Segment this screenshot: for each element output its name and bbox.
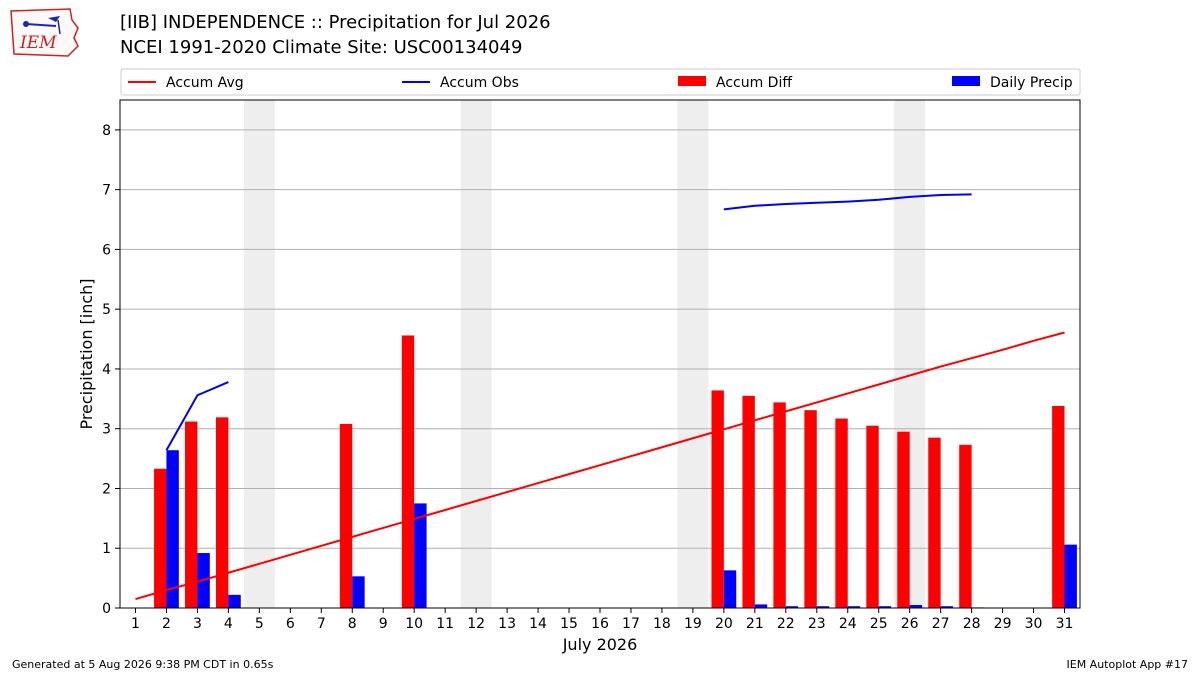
legend-label: Accum Obs [440,75,519,91]
daily-precip-bar [878,606,892,608]
accum-diff-bar [959,444,972,608]
legend-swatch-bar [678,76,706,86]
daily-precip-bar [816,606,830,608]
daily-precip-bar [352,576,365,608]
x-tick-label: 29 [994,616,1012,632]
logo-text: IEM [19,33,57,53]
weekend-shade [460,100,492,608]
generated-timestamp: Generated at 5 Aug 2026 9:38 PM CDT in 0… [12,658,274,671]
x-tick-label: 12 [467,616,485,632]
x-tick-label: 9 [379,616,388,632]
x-tick-label: 3 [193,616,202,632]
x-tick-label: 17 [622,616,640,632]
x-tick-label: 31 [1056,616,1074,632]
x-tick-label: 16 [591,616,609,632]
daily-precip-bar [785,606,799,608]
x-tick-label: 20 [715,616,733,632]
x-tick-label: 18 [653,616,671,632]
x-tick-label: 26 [901,616,919,632]
app-credit: IEM Autoplot App #17 [1066,658,1189,671]
accum-diff-bar [185,421,198,608]
y-tick-label: 3 [102,422,111,438]
x-tick-label: 13 [498,616,516,632]
x-tick-label: 22 [777,616,795,632]
daily-precip-bar [1064,544,1077,608]
legend-box [120,68,1081,96]
y-tick-label: 5 [102,302,111,318]
daily-precip-bar [847,606,861,608]
x-tick-label: 1 [131,616,140,632]
accum-diff-bar [1052,405,1065,608]
accum-avg-line [135,331,1065,600]
legend-label: Accum Avg [166,75,244,91]
x-tick-label: 6 [286,616,295,632]
x-tick-label: 15 [560,616,578,632]
accum-diff-bar [711,390,724,608]
x-tick-label: 2 [162,616,171,632]
legend-swatch-bar [952,76,980,86]
x-tick-label: 7 [317,616,326,632]
daily-precip-bar [228,594,241,608]
daily-precip-bar [909,605,923,608]
x-tick-label: 5 [255,616,264,632]
accum-diff-bar [866,425,879,608]
accum-diff-bar [216,417,229,608]
x-tick-label: 25 [870,616,888,632]
x-axis-label: July 2026 [562,635,638,654]
x-tick-label: 14 [529,616,547,632]
daily-precip-bar [754,604,768,608]
daily-precip-bar [414,503,427,608]
legend: Accum Avg Accum Obs Accum Diff Daily Precip [120,68,1081,96]
y-tick-label: 1 [102,541,111,557]
accum-diff-bar [928,437,941,608]
accum-diff-bar [897,431,910,608]
x-tick-label: 8 [348,616,357,632]
chart-title: [IIB] INDEPENDENCE :: Precipitation for … [120,12,551,33]
accum-diff-bar [401,335,415,608]
accum-diff-bar [773,402,786,608]
daily-precip-bar [166,450,179,608]
daily-precip-bar [940,606,954,608]
y-tick-label: 8 [102,123,111,139]
accum-obs-line [723,193,972,211]
chart-subtitle: NCEI 1991-2020 Climate Site: USC00134049 [120,37,523,58]
x-tick-label: 23 [808,616,826,632]
x-tick-label: 4 [224,616,233,632]
accum-diff-bar [804,410,817,608]
y-tick-label: 7 [102,183,111,199]
y-tick-label: 2 [102,481,111,497]
accum-obs-line [165,381,229,451]
accum-diff-bar [154,468,167,608]
accum-diff-bar [835,418,848,608]
iem-logo: IEM [8,6,82,64]
daily-precip-bar [723,570,737,608]
x-tick-label: 19 [684,616,702,632]
y-tick-label: 6 [102,242,111,258]
x-tick-label: 27 [932,616,950,632]
accum-diff-bar [339,423,353,608]
y-tick-label: 0 [102,601,111,617]
x-tick-label: 11 [436,616,454,632]
y-axis-label: Precipitation [inch] [77,278,96,429]
x-tick-label: 30 [1025,616,1043,632]
x-tick-label: 28 [963,616,981,632]
legend-label: Accum Diff [716,75,792,91]
legend-label: Daily Precip [990,75,1073,91]
x-tick-label: 10 [405,616,423,632]
y-tick-label: 4 [102,362,111,378]
weekend-shade [243,100,275,608]
accum-diff-bar [742,395,755,608]
x-tick-label: 24 [839,616,857,632]
weekend-shade [677,100,709,608]
x-tick-label: 21 [746,616,764,632]
